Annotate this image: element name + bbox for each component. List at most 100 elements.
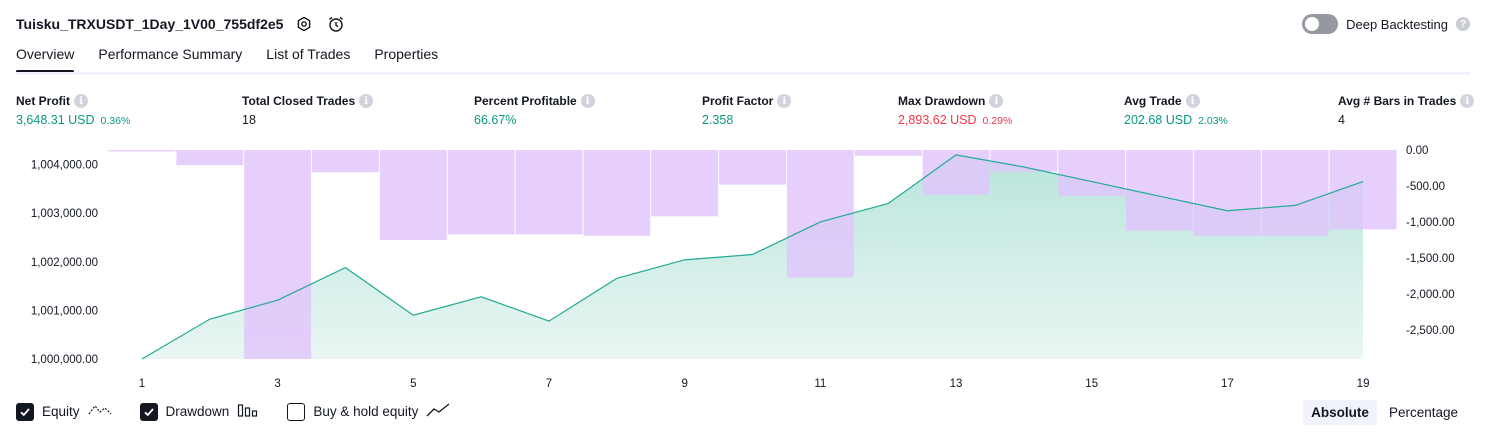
left-axis-labels: 1,000,000.00 1,001,000.00 1,002,000.00 1,00… <box>31 160 98 366</box>
metric-avg-trade: Avg Trade i 202.68 USD 2.03% <box>1124 94 1228 127</box>
metric-value: 18 <box>242 113 256 127</box>
left-axis-tick: 1,001,000.00 <box>31 305 98 317</box>
drawdown-bar[interactable] <box>516 150 583 234</box>
x-axis-tick: 7 <box>546 378 552 390</box>
info-icon[interactable]: i <box>581 94 595 108</box>
metric-label: Total Closed Trades <box>242 94 355 108</box>
left-axis-tick: 1,002,000.00 <box>31 257 98 269</box>
toggle-knob <box>1305 17 1319 31</box>
equity-label: Equity <box>42 404 80 419</box>
deep-backtesting-label: Deep Backtesting <box>1346 17 1448 32</box>
metric-label: Profit Factor <box>702 94 773 108</box>
info-icon[interactable]: i <box>74 94 88 108</box>
metric-percent: 2.03% <box>1198 115 1228 127</box>
x-axis-tick: 11 <box>814 378 826 390</box>
buy-hold-line-icon <box>426 402 450 421</box>
legend-buy-hold[interactable]: Buy & hold equity <box>287 402 450 421</box>
equity-checkbox[interactable] <box>16 403 34 421</box>
metric-label: Net Profit <box>16 94 70 108</box>
metric-value: 2,893.62 USD <box>898 113 977 127</box>
drawdown-bar[interactable] <box>109 150 176 151</box>
x-axis-tick: 1 <box>139 378 145 390</box>
drawdown-bar[interactable] <box>244 150 311 359</box>
left-axis-tick: 1,004,000.00 <box>31 160 98 172</box>
buy-hold-label: Buy & hold equity <box>313 404 418 419</box>
drawdown-bar[interactable] <box>1262 150 1329 236</box>
drawdown-bar[interactable] <box>787 150 854 278</box>
right-axis-tick: -1,000.00 <box>1406 217 1455 229</box>
right-axis-tick: -500.00 <box>1406 181 1445 193</box>
drawdown-bar[interactable] <box>719 150 786 185</box>
right-axis-tick: -1,500.00 <box>1406 253 1455 265</box>
tab-properties[interactable]: Properties <box>374 46 438 70</box>
deep-backtesting: Deep Backtesting ? <box>1302 12 1470 36</box>
drawdown-bar[interactable] <box>583 150 650 236</box>
metric-value: 202.68 USD <box>1124 113 1192 127</box>
info-icon[interactable]: i <box>1186 94 1200 108</box>
x-axis-tick: 19 <box>1357 378 1370 390</box>
right-axis-tick: 0.00 <box>1406 145 1428 157</box>
metric-value: 3,648.31 USD <box>16 113 95 127</box>
tab-performance-summary[interactable]: Performance Summary <box>98 46 242 70</box>
metric-label: Avg # Bars in Trades <box>1338 94 1456 108</box>
drawdown-bar[interactable] <box>448 150 515 234</box>
scale-mode-switch: Absolute Percentage <box>1303 400 1466 425</box>
metric-value: 2.358 <box>702 113 733 127</box>
deep-backtesting-toggle[interactable] <box>1302 14 1338 34</box>
mode-absolute-button[interactable]: Absolute <box>1303 400 1377 425</box>
metric-label: Avg Trade <box>1124 94 1182 108</box>
info-icon[interactable]: i <box>1460 94 1474 108</box>
x-axis-tick: 3 <box>274 378 280 390</box>
metric-percent: 0.36% <box>101 115 131 127</box>
metric-avg-bars-in-trades: Avg # Bars in Trades i 4 <box>1338 94 1474 127</box>
equity-line-icon <box>88 402 112 421</box>
right-axis-labels: 0.00 -500.00 -1,000.00 -1,500.00 -2,000.00 -2… <box>1406 145 1455 337</box>
x-axis-tick: 5 <box>410 378 416 390</box>
drawdown-bar[interactable] <box>990 150 1057 172</box>
tab-list-of-trades[interactable]: List of Trades <box>266 46 350 70</box>
info-icon[interactable]: i <box>777 94 791 108</box>
metric-percent-profitable: Percent Profitable i 66.67% <box>474 94 595 127</box>
x-axis-tick: 9 <box>681 378 687 390</box>
report-tabs: Overview Performance Summary List of Tra… <box>16 46 438 70</box>
metric-label: Percent Profitable <box>474 94 577 108</box>
tab-overview[interactable]: Overview <box>16 46 74 70</box>
right-axis-tick: -2,500.00 <box>1406 325 1455 337</box>
drawdown-checkbox[interactable] <box>140 403 158 421</box>
help-icon[interactable]: ? <box>1456 17 1470 31</box>
drawdown-bar[interactable] <box>176 150 243 165</box>
metric-label: Max Drawdown <box>898 94 985 108</box>
drawdown-bar[interactable] <box>1194 150 1261 236</box>
metric-percent: 0.29% <box>983 115 1013 127</box>
drawdown-bars-icon <box>237 402 259 421</box>
metric-total-closed-trades: Total Closed Trades i 18 <box>242 94 373 127</box>
metric-max-drawdown: Max Drawdown i 2,893.62 USD 0.29% <box>898 94 1012 127</box>
legend-drawdown[interactable]: Drawdown <box>140 402 260 421</box>
tabs-divider <box>16 72 1470 75</box>
drawdown-bar[interactable] <box>651 150 718 216</box>
strategy-title: Tuisku_TRXUSDT_1Day_1V00_755df2e5 <box>16 16 283 32</box>
drawdown-bar[interactable] <box>1126 150 1193 231</box>
mode-percentage-button[interactable]: Percentage <box>1381 400 1466 425</box>
drawdown-bar[interactable] <box>855 150 922 156</box>
drawdown-bar[interactable] <box>380 150 447 240</box>
left-axis-tick: 1,003,000.00 <box>31 208 98 220</box>
drawdown-bar[interactable] <box>1058 150 1125 196</box>
legend-equity[interactable]: Equity <box>16 402 112 421</box>
metric-value: 66.67% <box>474 113 516 127</box>
buy-hold-checkbox[interactable] <box>287 403 305 421</box>
settings-icon[interactable] <box>293 13 315 35</box>
drawdown-label: Drawdown <box>166 404 230 419</box>
alarm-add-icon[interactable] <box>325 13 347 35</box>
x-axis-labels: 1 3 5 7 9 11 13 15 17 19 <box>139 378 1370 390</box>
drawdown-bar[interactable] <box>312 150 379 172</box>
chart-legend: Equity Drawdown Buy & hold equity <box>16 402 450 421</box>
right-axis-tick: -2,000.00 <box>1406 289 1455 301</box>
metric-profit-factor: Profit Factor i 2.358 <box>702 94 791 127</box>
equity-drawdown-chart[interactable]: 1,000,000.00 1,001,000.00 1,002,000.00 1,00… <box>0 140 1486 398</box>
info-icon[interactable]: i <box>989 94 1003 108</box>
left-axis-tick: 1,000,000.00 <box>31 354 98 366</box>
x-axis-tick: 13 <box>950 378 963 390</box>
info-icon[interactable]: i <box>359 94 373 108</box>
x-axis-tick: 15 <box>1085 378 1098 390</box>
